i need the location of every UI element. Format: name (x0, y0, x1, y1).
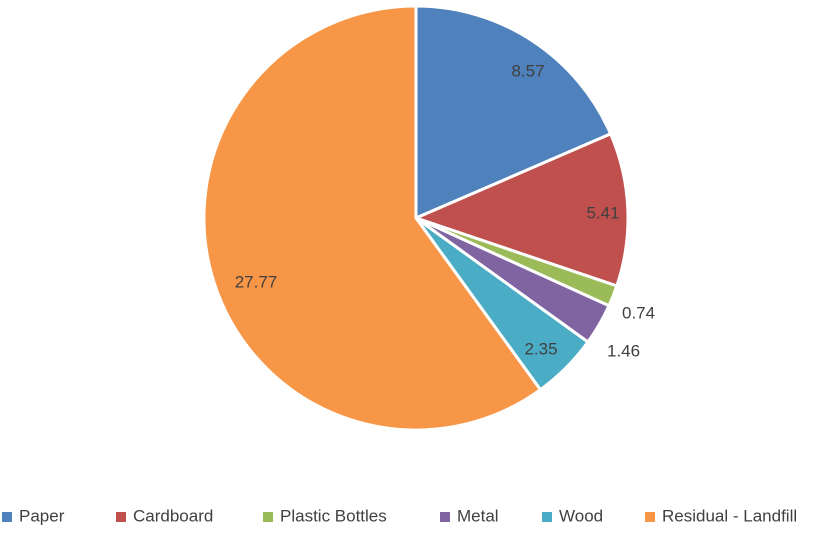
legend-item-plastic-bottles: Plastic Bottles (263, 506, 387, 525)
slice-paper (414, 4, 613, 220)
legend-swatch-wood (542, 512, 552, 522)
data-label-wood: 2.35 (524, 339, 557, 358)
legend-swatch-residual-landfill (645, 512, 655, 522)
legend-label-cardboard: Cardboard (133, 506, 213, 525)
legend-item-residual-landfill: Residual - Landfill (645, 506, 797, 525)
legend-item-metal: Metal (440, 506, 499, 525)
legend-swatch-plastic-bottles (263, 512, 273, 522)
legend-item-wood: Wood (542, 506, 603, 525)
legend-item-paper: Paper (2, 506, 65, 525)
legend: Paper Cardboard Plastic Bottles Metal Wood Re… (2, 506, 797, 525)
slice-labels: 8.57 5.41 0.74 1.46 2.35 27.77 (235, 61, 655, 360)
legend-swatch-paper (2, 512, 12, 522)
legend-swatch-metal (440, 512, 450, 522)
legend-label-wood: Wood (559, 506, 603, 525)
data-label-cardboard: 5.41 (586, 203, 619, 222)
legend-label-metal: Metal (457, 506, 499, 525)
slice-cardboard (414, 132, 630, 288)
data-label-metal: 1.46 (607, 341, 640, 360)
legend-swatch-cardboard (116, 512, 126, 522)
pie-slices (202, 4, 630, 432)
slice-residual-landfill (202, 4, 542, 432)
data-label-paper: 8.57 (511, 61, 544, 80)
legend-label-plastic-bottles: Plastic Bottles (280, 506, 387, 525)
legend-item-cardboard: Cardboard (116, 506, 213, 525)
data-label-residual-landfill: 27.77 (235, 272, 278, 291)
legend-label-paper: Paper (19, 506, 65, 525)
data-label-plastic-bottles: 0.74 (622, 303, 655, 322)
legend-label-residual-landfill: Residual - Landfill (662, 506, 797, 525)
